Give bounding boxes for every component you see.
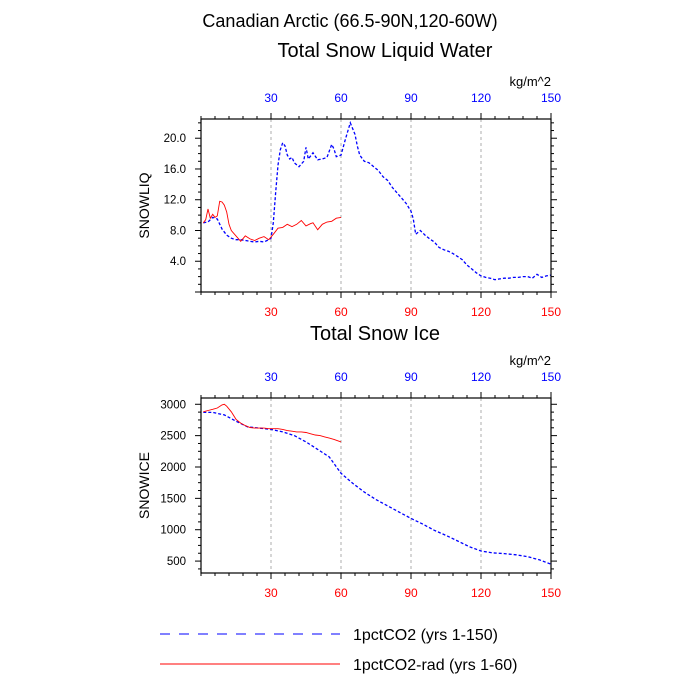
y-axis-label: SNOWICE — [136, 452, 152, 519]
y-tick-label: 8.0 — [170, 225, 186, 237]
x-tick-label-top: 90 — [404, 370, 418, 384]
x-tick-label-bottom: 30 — [264, 586, 278, 600]
x-tick-label-top: 120 — [471, 370, 491, 384]
units-label: kg/m^2 — [509, 74, 551, 89]
x-tick-label-top: 30 — [264, 91, 278, 105]
plot-frame — [200, 118, 552, 293]
x-tick-label-top: 60 — [334, 370, 348, 384]
y-tick-label: 1000 — [160, 525, 186, 537]
y-tick-label: 4.0 — [170, 256, 186, 268]
x-tick-label-bottom: 120 — [471, 586, 491, 600]
y-tick-label: 2500 — [160, 431, 186, 443]
chart-title-snowice: Total Snow Ice — [309, 323, 441, 345]
legend-label: 1pctCO2-rad (yrs 1-60) — [353, 657, 518, 674]
x-tick-label-top: 90 — [404, 91, 418, 105]
y-tick-label: 3000 — [160, 399, 186, 411]
x-tick-label-top: 60 — [334, 91, 348, 105]
figure-title: Canadian Arctic (66.5-90N,120-60W) — [202, 11, 498, 31]
x-tick-label-bottom: 90 — [404, 586, 418, 600]
x-tick-label-top: 30 — [264, 370, 278, 384]
y-tick-label: 500 — [167, 556, 186, 568]
x-tick-label-bottom: 60 — [334, 305, 348, 319]
x-tick-label-bottom: 60 — [334, 586, 348, 600]
series-line-1pctco2-rad — [202, 200, 342, 242]
y-tick-label: 20.0 — [164, 133, 186, 145]
x-tick-label-bottom: 120 — [471, 305, 491, 319]
y-axis-label: SNOWLIQ — [136, 172, 152, 238]
y-tick-label: 2000 — [160, 462, 186, 474]
x-tick-label-bottom: 150 — [541, 586, 561, 600]
x-tick-label-top: 150 — [541, 91, 561, 105]
x-tick-label-bottom: 150 — [541, 305, 561, 319]
plot-frame — [200, 397, 552, 574]
legend: 1pctCO2 (yrs 1-150) 1pctCO2-rad (yrs 1-60… — [160, 627, 518, 674]
x-tick-label-top: 150 — [541, 370, 561, 384]
y-tick-label: 12.0 — [164, 195, 186, 207]
units-label: kg/m^2 — [509, 353, 551, 368]
series-line-1pctco2-rad — [203, 403, 342, 443]
y-tick-label: 1500 — [160, 493, 186, 505]
x-tick-label-top: 120 — [471, 91, 491, 105]
legend-label: 1pctCO2 (yrs 1-150) — [353, 627, 498, 644]
chart-snowice: 30 30 60 60 90 90 120 120 150 150 kg/m^2 500 1000 150… — [136, 353, 561, 600]
chart-snowliq: 30 30 60 60 90 90 120 120 150 150 kg/m^2 4.0 8.0 12.0… — [136, 74, 561, 319]
series-line-1pctco2 — [203, 120, 552, 281]
series-line-1pctco2 — [203, 411, 552, 565]
chart-title-snowliq: Total Snow Liquid Water — [277, 40, 493, 62]
x-tick-label-bottom: 30 — [264, 305, 278, 319]
y-tick-label: 16.0 — [164, 164, 186, 176]
x-tick-label-bottom: 90 — [404, 305, 418, 319]
